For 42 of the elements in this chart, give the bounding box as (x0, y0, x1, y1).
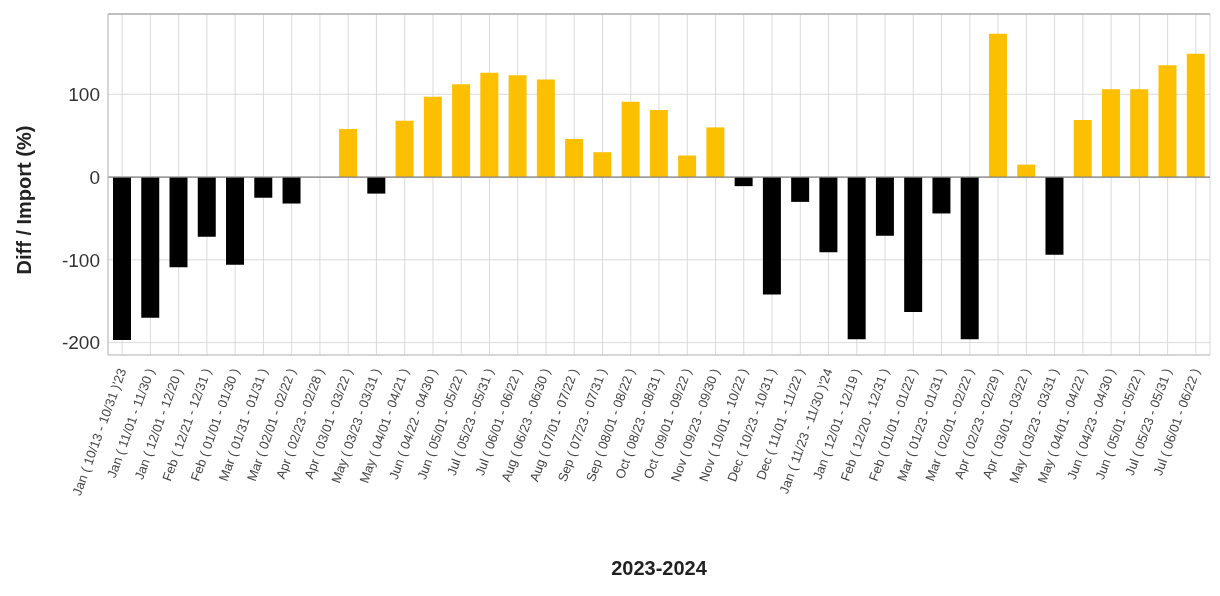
bar (1045, 177, 1064, 255)
bar (536, 79, 555, 178)
bar (819, 177, 838, 253)
bar (649, 110, 668, 178)
bar (1186, 53, 1205, 178)
bar (678, 155, 697, 178)
bar (1073, 119, 1092, 178)
bar (141, 177, 160, 318)
bar (113, 177, 131, 341)
bar (480, 72, 499, 178)
bar (706, 127, 725, 178)
bar (1158, 65, 1177, 178)
bar (452, 84, 471, 178)
bar (395, 120, 414, 178)
bar (904, 177, 923, 312)
bar (565, 138, 584, 178)
bar (282, 177, 301, 204)
bar (593, 152, 612, 178)
bar (226, 177, 245, 265)
bar (960, 177, 979, 340)
bar (762, 177, 781, 295)
y-tick-label: -100 (61, 249, 100, 271)
bar (508, 75, 527, 178)
bar (169, 177, 188, 268)
y-tick-label: -200 (61, 332, 100, 354)
bar (1130, 89, 1149, 178)
bar (367, 177, 386, 194)
bar (1101, 89, 1120, 178)
bar (791, 177, 810, 202)
bar (847, 177, 866, 340)
bar (875, 177, 894, 236)
x-axis-title: 2023-2024 (611, 557, 708, 579)
bar (932, 177, 951, 214)
y-tick-label: 100 (68, 84, 100, 106)
bar (988, 33, 1007, 178)
y-tick-label: 0 (89, 166, 100, 188)
bar (197, 177, 216, 237)
bar (423, 96, 442, 178)
bar (621, 101, 640, 178)
y-axis-title: Diff / Import (%) (13, 125, 36, 275)
bar (339, 129, 358, 178)
bar (254, 177, 273, 198)
